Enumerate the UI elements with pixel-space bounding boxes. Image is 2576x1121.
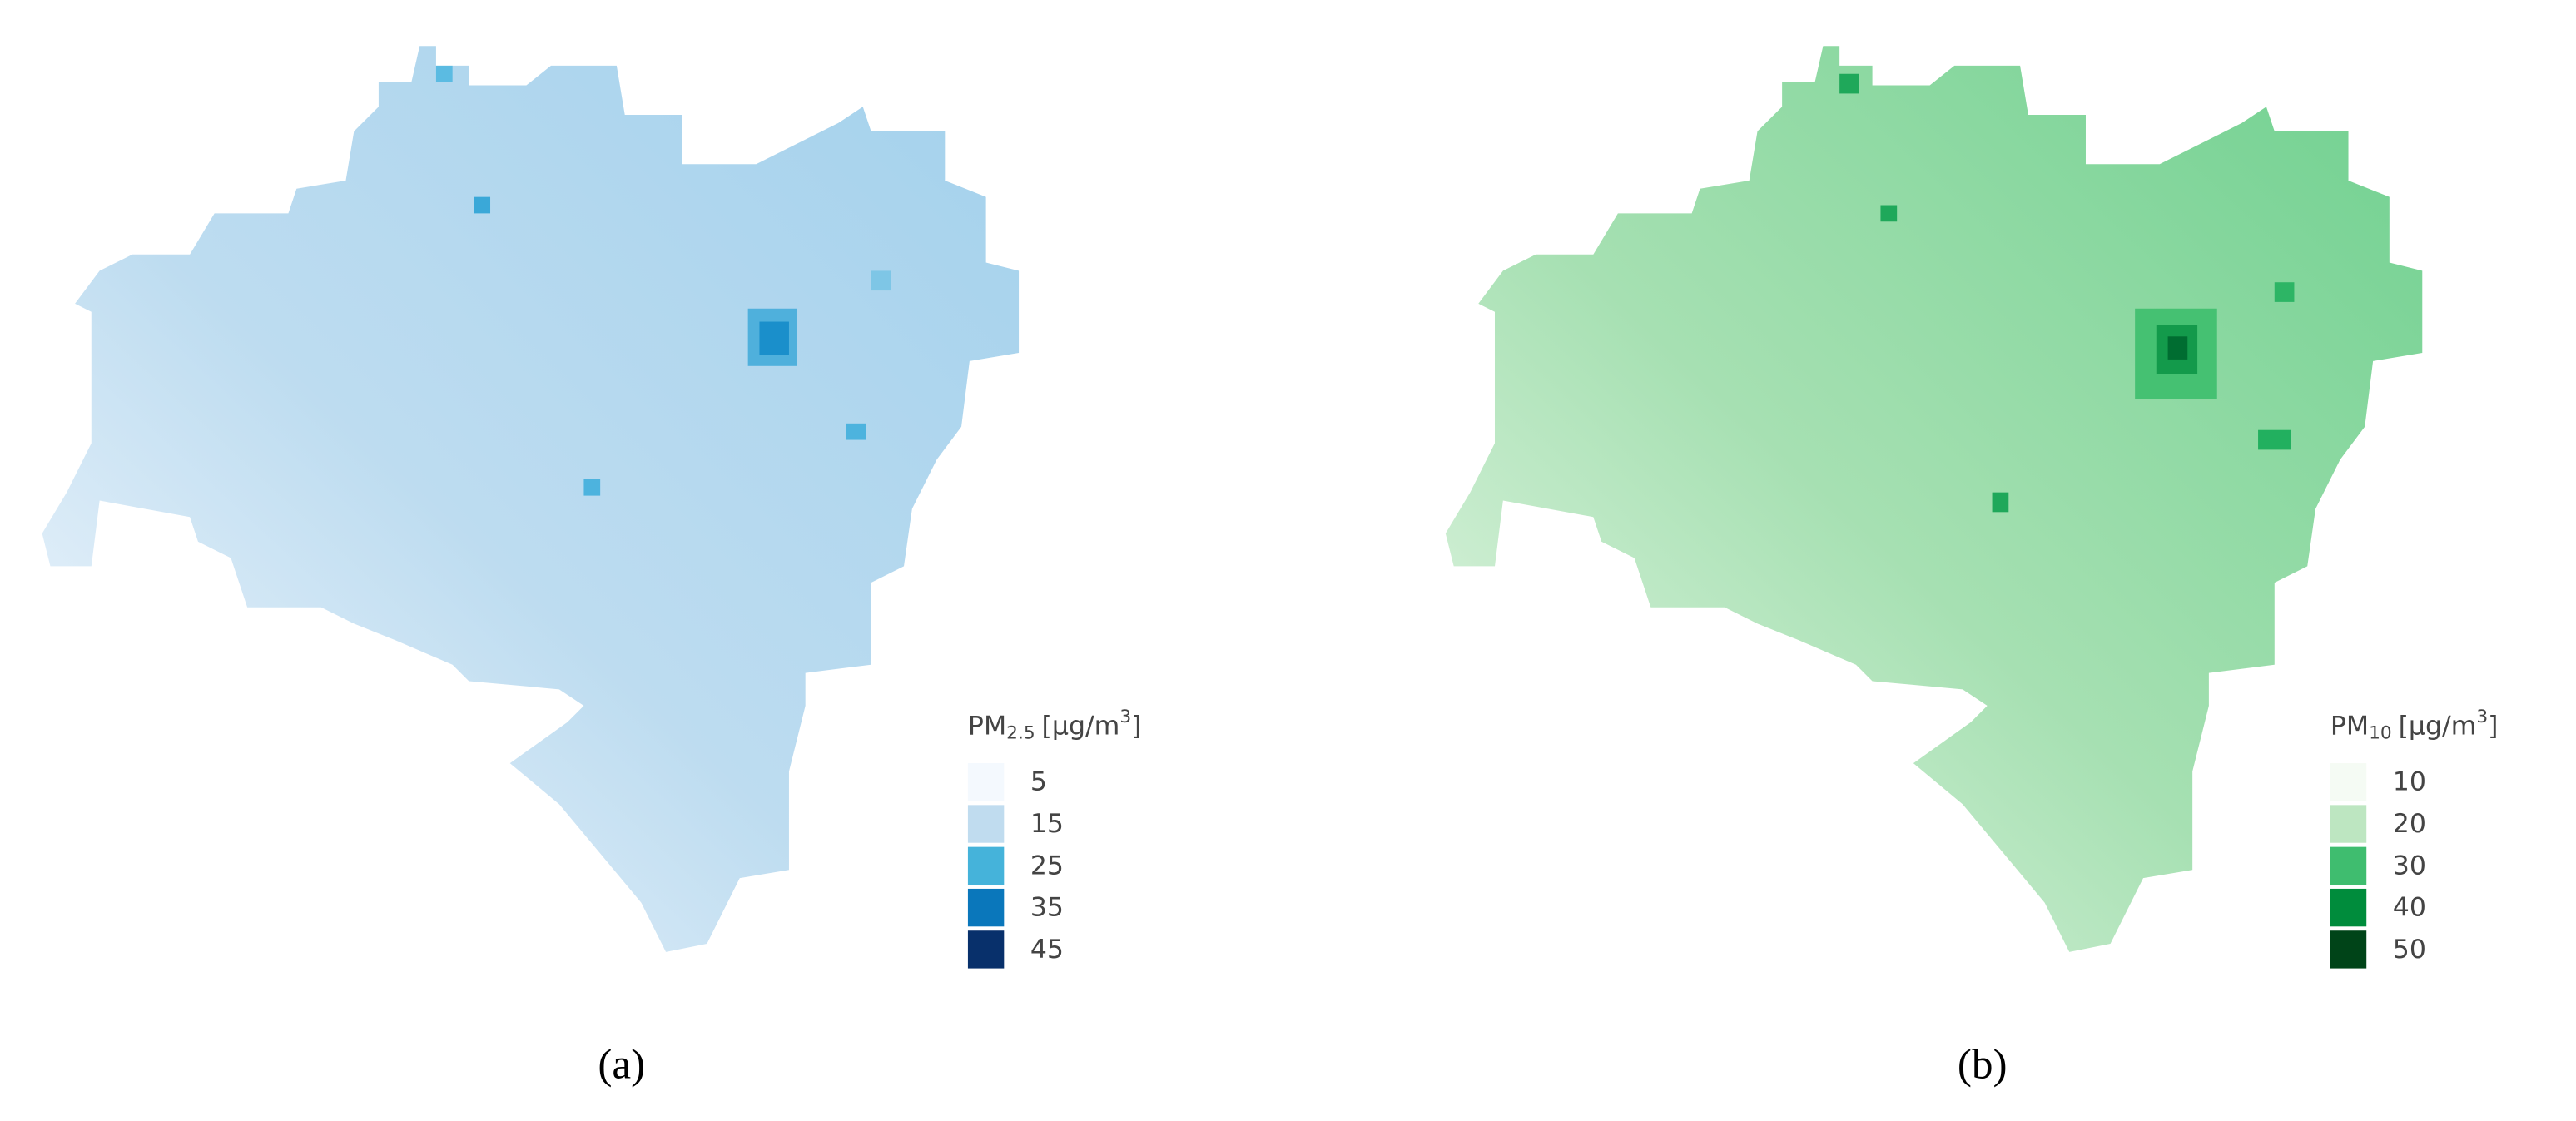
legend-swatch bbox=[967, 805, 1005, 843]
legend-swatch bbox=[2330, 805, 2367, 843]
legend-label: 25 bbox=[1030, 851, 1064, 880]
panel-label: (b) bbox=[1958, 1041, 2008, 1089]
legend-label: 50 bbox=[2393, 935, 2426, 965]
legend-label: 30 bbox=[2393, 851, 2426, 880]
legend-swatch bbox=[2330, 930, 2367, 969]
legend-title-main: PM bbox=[968, 712, 1006, 742]
legend-label: 45 bbox=[1030, 935, 1064, 965]
map-a bbox=[42, 46, 1020, 952]
legend-title-unit: [µg/m bbox=[1042, 712, 1120, 742]
legend-swatch bbox=[967, 888, 1005, 927]
legend-label: 35 bbox=[1030, 893, 1064, 923]
legend-swatch bbox=[2330, 846, 2367, 885]
legend-title-unit: [µg/m bbox=[2399, 712, 2477, 742]
legend-title-main: PM bbox=[2330, 712, 2369, 742]
legend-label: 10 bbox=[2393, 767, 2426, 797]
legend-title-sub: 10 bbox=[2369, 723, 2392, 744]
map-b bbox=[1445, 46, 2423, 952]
legend-title-end: ] bbox=[2488, 712, 2498, 742]
legend-swatch bbox=[2330, 763, 2367, 801]
legend-label: 5 bbox=[1030, 767, 1047, 797]
legend-title: PM2.5 [µg/m3] bbox=[968, 707, 1142, 744]
legend-label: 20 bbox=[2393, 809, 2426, 839]
legend-title-sup: 3 bbox=[1119, 707, 1131, 727]
legend-title-sub: 2.5 bbox=[1006, 723, 1035, 744]
legend-swatch bbox=[967, 763, 1005, 801]
legend-swatch bbox=[2330, 888, 2367, 927]
legend-swatch bbox=[967, 930, 1005, 969]
legend-title-end: ] bbox=[1131, 712, 1141, 742]
legend-title-sup: 3 bbox=[2476, 707, 2488, 727]
legend-label: 40 bbox=[2393, 893, 2426, 923]
legend-title: PM10 [µg/m3] bbox=[2330, 707, 2499, 744]
legend-swatch bbox=[967, 846, 1005, 885]
panel-label: (a) bbox=[598, 1041, 645, 1089]
legend-label: 15 bbox=[1030, 809, 1064, 839]
